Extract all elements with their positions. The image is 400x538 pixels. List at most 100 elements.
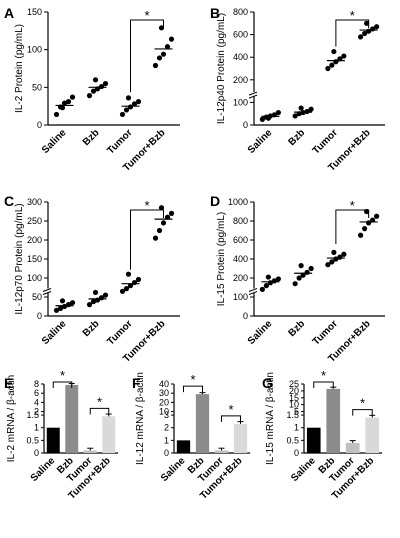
y-tick-label: 400: [233, 52, 248, 62]
significance-bracket: [183, 385, 203, 393]
y-tick-label: 15: [289, 393, 299, 403]
data-point: [59, 105, 66, 111]
data-point: [123, 286, 130, 292]
category-label-saline: Saline: [40, 318, 69, 347]
category-label-tumor: Tumor: [311, 318, 340, 347]
y-tick-label: 150: [27, 7, 42, 17]
data-point: [119, 288, 126, 294]
data-point: [341, 251, 347, 257]
data-point: [135, 276, 142, 283]
data-point: [61, 100, 68, 106]
category-label-bzb: Bzb: [286, 318, 307, 339]
y-tick-label: 2: [34, 407, 39, 417]
significance-star: *: [321, 368, 326, 383]
y-tick-label: 8: [34, 379, 39, 389]
bar: [195, 394, 210, 453]
data-point: [292, 113, 298, 119]
significance-bracket: [313, 381, 334, 388]
data-point: [152, 235, 159, 241]
axis-break-gap: [251, 288, 257, 293]
y-tick-label: 100: [27, 273, 42, 283]
data-point: [102, 292, 109, 298]
category-label-bzb: Bzb: [81, 318, 102, 339]
bar: [306, 427, 321, 453]
data-point: [135, 99, 142, 105]
y-tick-label: 100: [233, 292, 248, 302]
y-tick-label: 200: [27, 235, 42, 245]
data-point: [131, 101, 138, 107]
data-point: [164, 214, 171, 220]
y-tick-label: 1.5: [286, 410, 299, 420]
data-point: [304, 108, 310, 115]
y-tick-label: 1: [294, 423, 299, 433]
y-tick-label: 50: [32, 292, 42, 302]
panel-letter-e: E: [4, 375, 13, 391]
data-point: [90, 88, 97, 94]
data-point: [92, 77, 99, 83]
data-point: [265, 274, 271, 280]
axis-break-mark: [248, 94, 258, 99]
data-point: [59, 298, 66, 304]
data-point: [263, 283, 269, 289]
y-tick-label: 0.5: [286, 435, 299, 445]
data-point: [292, 281, 298, 287]
category-label-bzb: Bzb: [286, 127, 307, 148]
data-point: [296, 275, 302, 281]
bar: [102, 416, 116, 453]
axis-break-gap: [45, 288, 51, 293]
significance-bracket: [221, 415, 241, 422]
y-tick-label: 0: [164, 448, 169, 458]
axis-break-mark: [42, 288, 52, 292]
data-point: [53, 111, 60, 118]
significance-star: *: [228, 402, 233, 417]
panel-letter-d: D: [210, 193, 220, 209]
data-point: [123, 107, 130, 113]
data-point: [156, 55, 163, 61]
data-point: [86, 93, 93, 99]
y-tick-label: 25: [289, 379, 299, 389]
y-tick-label: 40: [159, 379, 169, 389]
y-tick-label: 6: [34, 388, 39, 398]
data-point: [362, 30, 368, 37]
category-label-tumor: Tumor: [311, 127, 340, 156]
y-tick-label: 0: [243, 311, 248, 321]
category-label-saline: Saline: [159, 455, 188, 484]
data-point: [168, 210, 175, 216]
data-point: [156, 227, 163, 234]
panel-letter-c: C: [4, 193, 14, 209]
y-tick-label: 30: [159, 388, 169, 398]
significance-star: *: [350, 8, 355, 23]
category-label-bzb: Bzb: [81, 127, 102, 148]
bar: [326, 388, 341, 453]
y-tick-label: 20: [289, 386, 299, 396]
axis-break-mark: [248, 291, 258, 295]
y-tick-label: 0: [37, 311, 42, 321]
significance-star: *: [144, 198, 149, 213]
y-axis-title: IL-12p70 Protein (pg/mL): [14, 203, 25, 314]
y-tick-label: 5: [294, 407, 299, 417]
y-tick-label: 1: [34, 423, 39, 433]
y-tick-label: 200: [233, 273, 248, 283]
y-tick-label: 0: [34, 448, 39, 458]
axis-break-mark: [248, 288, 258, 292]
significance-bracket: [130, 19, 164, 93]
data-point: [259, 116, 265, 122]
y-tick-label: 100: [233, 97, 248, 107]
data-point: [331, 249, 337, 255]
y-tick-label: 1000: [228, 197, 248, 207]
y-tick-label: 10: [159, 407, 169, 417]
data-point: [374, 24, 380, 30]
data-point: [325, 65, 331, 72]
axis-break-mark: [42, 291, 52, 295]
data-point: [125, 95, 132, 101]
y-tick-label: 300: [27, 197, 42, 207]
y-tick-label: 0: [37, 120, 42, 130]
significance-bracket: [130, 209, 164, 270]
data-point: [69, 300, 76, 306]
data-point: [102, 80, 109, 87]
data-point: [57, 305, 64, 311]
data-point: [92, 289, 99, 296]
data-point: [158, 25, 165, 31]
significance-star: *: [350, 198, 355, 213]
panel-letter-f: F: [132, 375, 141, 391]
